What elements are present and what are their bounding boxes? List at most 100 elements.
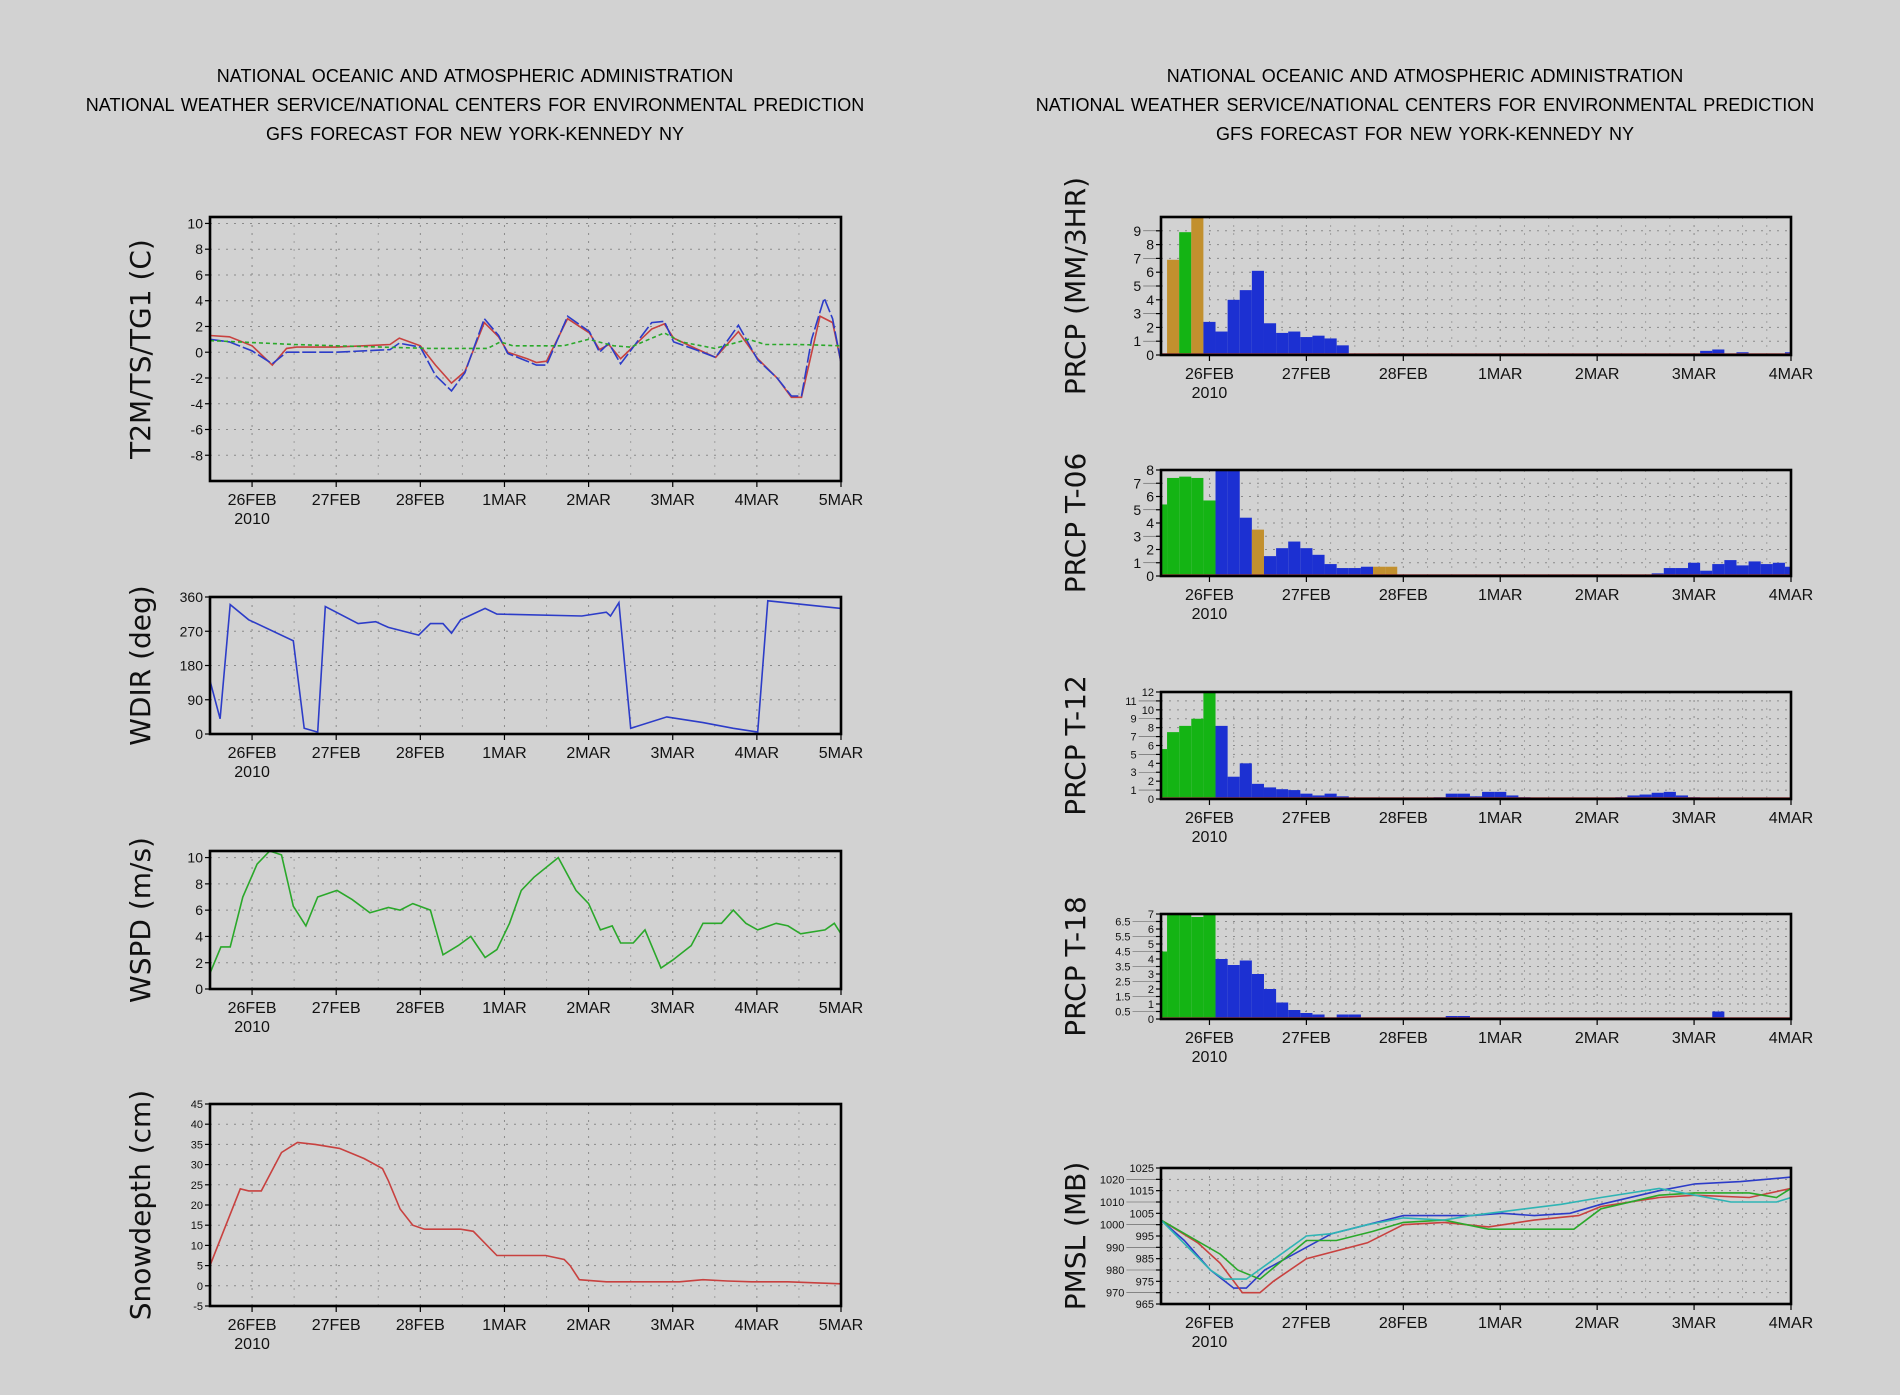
precip-bar [1712, 349, 1725, 355]
y-tick-label: 0 [195, 344, 203, 360]
series-line-wspd [210, 851, 841, 974]
precip-bar [1161, 951, 1168, 1019]
y-tick-label: 30 [191, 1160, 203, 1172]
precip-bar [1288, 1010, 1301, 1019]
precip-bar [1179, 914, 1192, 1019]
x-year-label: 2010 [1192, 1049, 1228, 1066]
y-axis-title: PRCP T-12 [1059, 675, 1092, 816]
x-tick-label: 3MAR [1672, 810, 1716, 827]
y-tick-label: 0 [197, 1281, 203, 1293]
y-tick-label: 5 [1133, 502, 1141, 518]
series-line-tg1 [210, 332, 841, 350]
precip-bar [1663, 568, 1676, 576]
precip-bar [1179, 476, 1192, 576]
precip-bar [1215, 725, 1228, 799]
x-tick-label: 27FEB [1282, 1315, 1331, 1332]
x-tick-label: 26FEB [1185, 1315, 1234, 1332]
x-tick-label: 3MAR [651, 492, 695, 509]
y-tick-label: 8 [195, 876, 203, 892]
y-tick-label: 9 [1131, 714, 1137, 726]
y-tick-label: -2 [191, 370, 204, 386]
y-tick-label: 8 [1146, 462, 1154, 478]
precip-bar [1227, 776, 1240, 799]
y-tick-label: 6 [1148, 924, 1154, 936]
x-tick-label: 1MAR [1478, 810, 1522, 827]
y-tick-label: 20 [191, 1200, 203, 1212]
x-tick-label: 1MAR [482, 1000, 526, 1017]
y-tick-label: 10 [191, 1240, 203, 1252]
x-tick-label: 27FEB [1282, 1030, 1331, 1047]
y-tick-label: 11 [1125, 696, 1136, 708]
x-tick-label: 2MAR [1575, 366, 1619, 383]
precip-bar [1203, 692, 1216, 799]
x-tick-label: 28FEB [1379, 810, 1428, 827]
y-axis-title: PRCP (MM/3HR) [1059, 177, 1092, 395]
x-tick-label: 2MAR [1575, 587, 1619, 604]
y-tick-label: 5 [197, 1261, 203, 1273]
left-header: NATIONAL OCEANIC AND ATMOSPHERIC ADMINIS… [5, 62, 945, 149]
y-tick-label: 1000 [1100, 1220, 1124, 1232]
x-tick-label: 26FEB [228, 492, 277, 509]
x-tick-label: 26FEB [228, 1317, 277, 1334]
x-tick-label: 4MAR [1769, 587, 1813, 604]
x-tick-label: 3MAR [1672, 1315, 1716, 1332]
y-tick-label: 90 [187, 692, 203, 708]
precip-bar [1161, 749, 1168, 799]
grid [210, 596, 841, 735]
y-tick-label: -5 [193, 1301, 203, 1313]
x-tick-label: 1MAR [482, 1317, 526, 1334]
y-tick-label: 0 [1146, 347, 1154, 363]
y-axis-title: Snowdepth (cm) [124, 1090, 157, 1320]
plot-frame [208, 849, 843, 991]
x-tick-label: 1MAR [1478, 366, 1522, 383]
x-tick-label: 2MAR [566, 745, 610, 762]
x-tick-label: 3MAR [651, 1317, 695, 1334]
y-tick-label: 4 [1146, 515, 1154, 531]
series-line-blue [1161, 1176, 1791, 1289]
precip-bar [1167, 259, 1180, 355]
precip-bar [1336, 568, 1349, 576]
x-tick-label: 3MAR [1672, 366, 1716, 383]
right-header-line2: NATIONAL WEATHER SERVICE/NATIONAL CENTER… [1035, 95, 1815, 115]
precip-bar [1651, 792, 1664, 799]
precip-bar [1324, 564, 1337, 576]
x-tick-label: 4MAR [735, 1317, 779, 1334]
precip-bar [1324, 338, 1337, 355]
y-tick-label: -6 [191, 422, 204, 438]
y-tick-label: 7 [1131, 732, 1137, 744]
y-tick-label: 985 [1136, 1254, 1154, 1266]
precip-bar [1445, 793, 1458, 799]
left-header-line1: NATIONAL OCEANIC AND ATMOSPHERIC ADMINIS… [216, 66, 734, 86]
precip-bar [1227, 470, 1240, 576]
grid [1161, 1167, 1791, 1305]
series-line-cyan [1161, 1187, 1791, 1280]
precip-bar [1312, 335, 1325, 355]
precip-bar [1360, 566, 1374, 576]
y-tick-label: 7 [1148, 909, 1154, 921]
y-tick-label: 1 [1133, 555, 1141, 571]
precip-bar [1288, 790, 1301, 799]
series-line-ts [210, 315, 841, 399]
precip-bar [1251, 783, 1264, 799]
plot-frame [1159, 1166, 1793, 1306]
precip-bar [1312, 1014, 1325, 1019]
y-tick-label: 1015 [1130, 1186, 1154, 1198]
precip-bar [1772, 562, 1785, 576]
x-tick-label: 28FEB [1379, 366, 1428, 383]
y-tick-label: 4 [195, 293, 203, 309]
y-tick-label: 5 [1148, 939, 1154, 951]
precip-bar [1227, 965, 1240, 1019]
series-line-red [1161, 1187, 1791, 1294]
precip-bar [1191, 917, 1204, 1019]
y-tick-label: 3 [1133, 306, 1141, 322]
x-tick-label: 27FEB [312, 1000, 361, 1017]
x-tick-label: 27FEB [1282, 587, 1331, 604]
x-tick-label: 4MAR [1769, 1030, 1813, 1047]
x-tick-label: 28FEB [396, 492, 445, 509]
y-tick-label: -4 [191, 396, 204, 412]
grid [210, 217, 841, 481]
